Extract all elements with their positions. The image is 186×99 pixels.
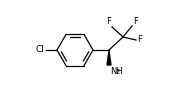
Text: 2: 2 xyxy=(116,69,120,75)
Text: NH: NH xyxy=(110,67,123,76)
Polygon shape xyxy=(107,51,111,65)
Text: F: F xyxy=(137,36,142,44)
Text: F: F xyxy=(106,18,111,27)
Text: F: F xyxy=(133,17,138,26)
Text: Cl: Cl xyxy=(35,46,44,55)
